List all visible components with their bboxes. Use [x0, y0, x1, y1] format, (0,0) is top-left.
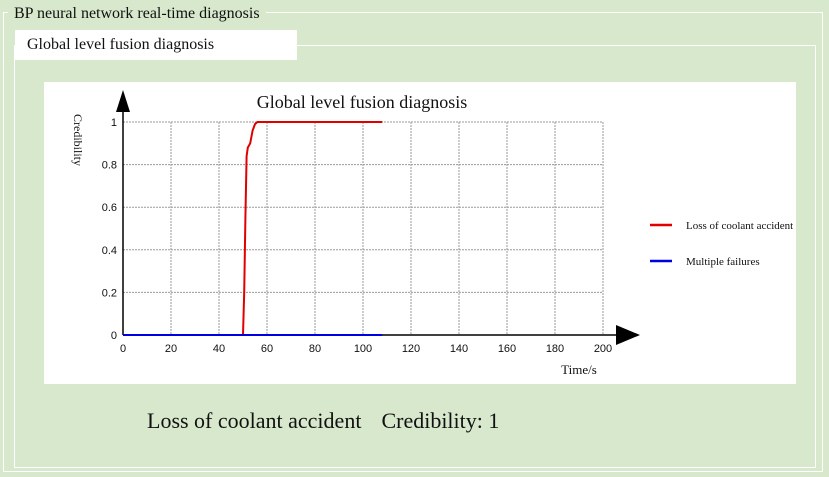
y-tick-label: 0.8 — [102, 160, 117, 172]
x-tick-label: 120 — [402, 343, 420, 355]
x-tick-label: 0 — [120, 343, 126, 355]
x-tick-label: 80 — [309, 343, 321, 355]
y-tick-label: 0 — [111, 330, 117, 342]
x-tick-label: 100 — [354, 343, 372, 355]
x-tick-label: 180 — [546, 343, 564, 355]
chart-title: Global level fusion diagnosis — [257, 92, 467, 112]
x-axis-arrow — [616, 325, 640, 345]
y-tick-label: 0.4 — [102, 245, 117, 257]
x-tick-label: 140 — [450, 343, 468, 355]
outer-group-title: BP neural network real-time diagnosis — [8, 5, 266, 23]
y-tick-label: 1 — [111, 117, 117, 129]
y-tick-label: 0.6 — [102, 202, 117, 214]
result-credibility: Credibility: 1 — [381, 408, 500, 433]
legend-label: Loss of coolant accident — [686, 220, 793, 232]
chart-panel: 0 20 40 60 80 100 120 140 160 180 200 0 0.2 0.4 0.6 0.8… — [44, 82, 796, 384]
outer-group-frame — [3, 12, 823, 472]
diagnosis-result: Loss of coolant accident Credibility: 1 — [147, 408, 499, 434]
inner-group-title: Global level fusion diagnosis — [15, 30, 297, 60]
x-tick-label: 200 — [594, 343, 612, 355]
x-tick-label: 20 — [165, 343, 177, 355]
y-tick-label: 0.2 — [102, 287, 117, 299]
diagnosis-chart: 0 20 40 60 80 100 120 140 160 180 200 0 0.2 0.4 0.6 0.8… — [71, 90, 793, 377]
result-fault-label: Loss of coolant accident — [147, 408, 362, 433]
x-tick-label: 160 — [498, 343, 516, 355]
x-axis-label: Time/s — [561, 362, 597, 377]
y-axis-arrow — [116, 90, 130, 112]
series-line-loss-of-coolant — [123, 121, 383, 336]
x-tick-label: 40 — [213, 343, 225, 355]
inner-group-frame — [14, 45, 816, 468]
x-tick-label: 60 — [261, 343, 273, 355]
y-axis-label: Credibility — [71, 114, 85, 166]
legend-label: Multiple failures — [686, 256, 760, 268]
